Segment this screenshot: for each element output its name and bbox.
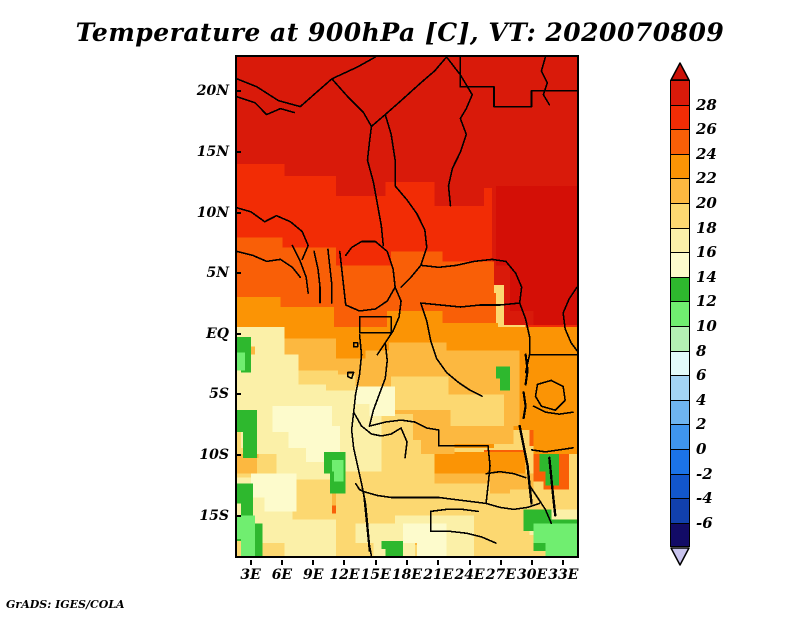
colorbar-band bbox=[670, 276, 690, 302]
page-title: Temperature at 900hPa [C], VT: 202007080… bbox=[75, 18, 725, 47]
x-tick-label: 21E bbox=[423, 567, 454, 583]
y-tick-label: 5S bbox=[209, 386, 229, 403]
y-tick-mark bbox=[235, 393, 241, 396]
y-tick-mark bbox=[235, 332, 241, 335]
colorbar-band bbox=[670, 301, 690, 326]
x-tick-mark bbox=[562, 560, 565, 565]
x-tick-mark bbox=[312, 560, 315, 565]
y-tick-label: EQ bbox=[206, 325, 229, 342]
x-tick-label: 30E bbox=[517, 567, 548, 583]
x-tick-label: 33E bbox=[548, 567, 579, 583]
y-tick-label: 10S bbox=[199, 446, 229, 463]
colorbar-tick-label: 10 bbox=[696, 317, 717, 335]
colorbar-band bbox=[670, 104, 690, 130]
colorbar-band bbox=[670, 498, 690, 523]
temperature-raster bbox=[237, 57, 577, 556]
y-tick-label: 15S bbox=[199, 507, 229, 524]
y-axis bbox=[185, 55, 229, 558]
x-tick-label: 27E bbox=[485, 567, 516, 583]
colorbar-tick-label: -4 bbox=[696, 489, 713, 508]
x-tick-mark bbox=[249, 560, 252, 565]
colorbar-tick-label: 2 bbox=[696, 415, 707, 434]
x-tick-mark bbox=[406, 560, 408, 565]
y-tick-label: 5N bbox=[206, 265, 229, 282]
colorbar-band bbox=[670, 473, 690, 499]
colorbar-band bbox=[670, 350, 690, 376]
colorbar-band bbox=[670, 80, 690, 105]
colorbar-band bbox=[670, 227, 690, 253]
x-tick-label: 18E bbox=[391, 567, 423, 583]
colorbar-band bbox=[670, 178, 690, 203]
x-tick-mark bbox=[374, 560, 377, 565]
y-tick-label: 20N bbox=[196, 83, 229, 100]
colorbar-band bbox=[670, 153, 690, 179]
colorbar-band bbox=[670, 522, 690, 548]
x-tick-mark bbox=[437, 560, 440, 565]
map-plot-area[interactable] bbox=[235, 55, 579, 558]
x-tick-label: 9E bbox=[302, 567, 324, 583]
x-tick-mark bbox=[280, 560, 283, 565]
colorbar-tick-label: -6 bbox=[696, 513, 713, 532]
x-tick-label: 12E bbox=[329, 567, 360, 583]
colorbar-tick-label: 4 bbox=[696, 390, 707, 409]
y-tick-mark bbox=[235, 514, 241, 517]
colorbar-band bbox=[670, 252, 690, 277]
colorbar-band bbox=[670, 202, 690, 228]
y-tick-mark bbox=[235, 150, 241, 153]
colorbar-tick-label: 8 bbox=[696, 341, 707, 360]
grads-credit: GrADS: IGES/COLA bbox=[6, 598, 125, 611]
colorbar-tick-label: 12 bbox=[696, 292, 717, 311]
y-tick-mark bbox=[235, 211, 241, 214]
y-tick-label: 10N bbox=[196, 204, 229, 221]
x-tick-label: 15E bbox=[360, 567, 391, 583]
y-tick-label: 15N bbox=[196, 143, 229, 160]
colorbar-tick-label: 20 bbox=[696, 194, 717, 212]
colorbar-band bbox=[670, 399, 690, 425]
colorbar-band bbox=[670, 448, 690, 474]
colorbar-tick-label: 0 bbox=[696, 440, 707, 458]
colorbar-gradient bbox=[670, 80, 690, 548]
y-tick-mark bbox=[235, 90, 241, 93]
colorbar-band bbox=[670, 375, 690, 400]
colorbar-over-arrow-icon bbox=[670, 62, 690, 81]
x-tick-mark bbox=[531, 560, 534, 565]
x-tick-mark bbox=[468, 560, 471, 565]
x-tick-mark bbox=[343, 560, 346, 565]
colorbar-tick-label: 22 bbox=[696, 169, 717, 188]
colorbar-tick-label: 24 bbox=[696, 144, 717, 163]
colorbar-tick-label: 6 bbox=[696, 366, 707, 385]
colorbar[interactable]: 28 26 24 22 20 18 16 14 12 10 8 6 4 2 0 -2 -4 -6 bbox=[670, 62, 790, 567]
y-tick-mark bbox=[235, 272, 241, 275]
x-axis: 3E 6E 9E 12E 15E 18E 21E 24E 27E 30E 33E bbox=[235, 560, 579, 586]
colorbar-band bbox=[670, 424, 690, 449]
colorbar-tick-label: 16 bbox=[696, 243, 717, 262]
colorbar-tick-label: 14 bbox=[696, 267, 717, 286]
x-tick-label: 24E bbox=[454, 567, 485, 583]
colorbar-band bbox=[670, 325, 690, 351]
colorbar-tick-label: 18 bbox=[696, 218, 717, 237]
colorbar-tick-label: 28 bbox=[696, 95, 717, 114]
x-tick-label: 3E bbox=[240, 567, 261, 583]
x-tick-mark bbox=[499, 560, 502, 565]
colorbar-band bbox=[670, 129, 690, 154]
y-tick-mark bbox=[235, 453, 241, 456]
x-tick-label: 6E bbox=[271, 567, 293, 583]
colorbar-tick-label: 26 bbox=[696, 120, 717, 139]
colorbar-under-arrow-icon bbox=[670, 547, 690, 567]
colorbar-tick-label: -2 bbox=[696, 464, 713, 483]
